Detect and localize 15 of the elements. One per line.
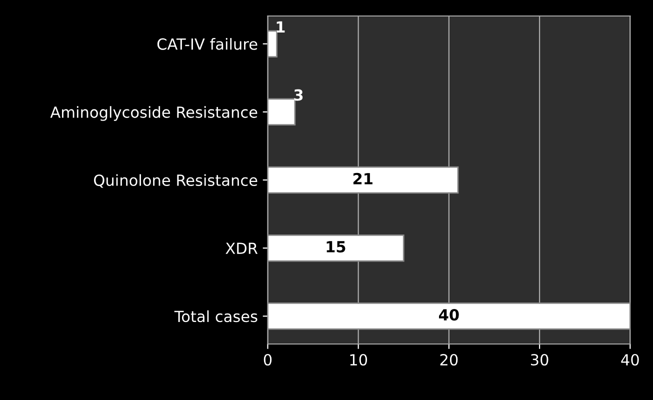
y-tick-label: CAT-IV failure [157,38,258,50]
x-tick-label: 30 [530,354,548,366]
data-label: 21 [353,172,372,184]
x-tick-label: 0 [264,354,272,366]
data-label: 1 [276,21,285,32]
data-label: 3 [294,89,303,101]
y-tick-label: Total cases [174,310,258,322]
y-tick-label: Quinolone Resistance [94,174,258,188]
data-label: 15 [326,241,346,253]
y-tick-label: XDR [226,242,258,254]
x-tick-label: 20 [440,354,458,366]
data-label: 40 [438,309,459,321]
y-tick-label: Aminoglycoside Resistance [50,106,258,121]
x-tick-label: 40 [621,354,639,366]
x-tick-label: 10 [350,354,368,366]
